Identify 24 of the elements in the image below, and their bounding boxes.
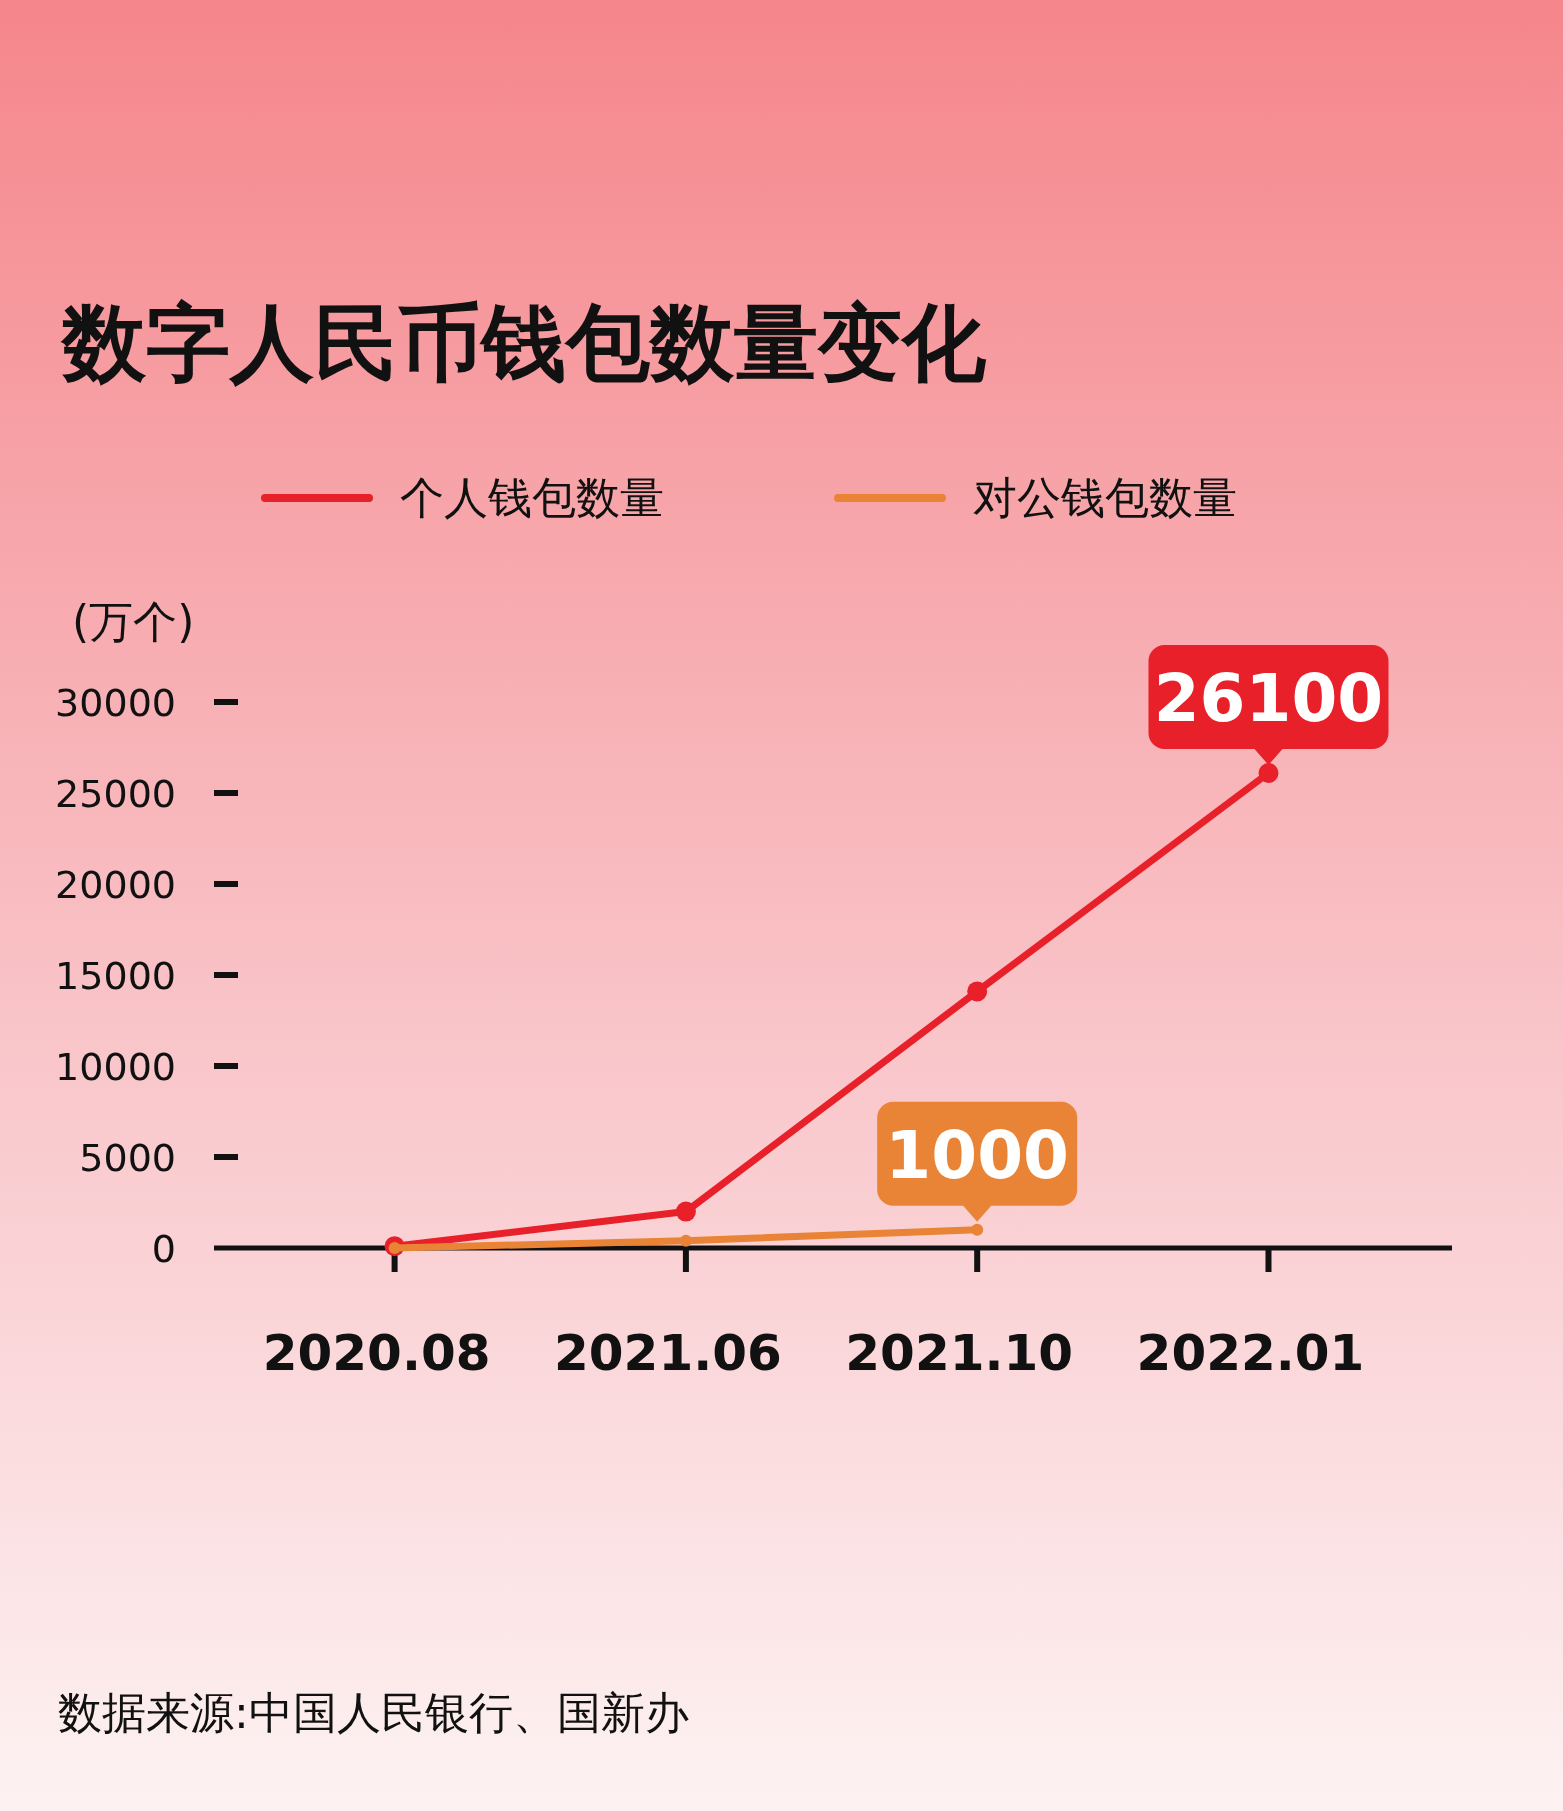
legend-label: 对公钱包数量 (973, 472, 1237, 523)
x-tick-label: 2022.01 (1136, 1324, 1365, 1382)
callout: 1000 (877, 1101, 1078, 1222)
data-label: 26100 (1153, 659, 1384, 737)
x-tick-label: 2020.08 (262, 1324, 491, 1382)
point (675, 1201, 696, 1222)
x-tick-label: 2021.06 (554, 1324, 782, 1382)
point (971, 1223, 984, 1236)
x-tick-label: 2021.10 (845, 1324, 1074, 1382)
y-tick-label: 0 (151, 1227, 176, 1271)
y-tick-label: 10000 (55, 1045, 176, 1089)
data-label: 1000 (885, 1116, 1070, 1194)
callout: 26100 (1148, 645, 1389, 765)
y-tick-label: 5000 (79, 1136, 176, 1180)
point (967, 981, 988, 1002)
y-tick-label: 20000 (55, 863, 176, 907)
y-tick-label: 15000 (55, 954, 176, 998)
chart-title: 数字人民币钱包数量变化 (60, 294, 987, 392)
legend-label: 个人钱包数量 (400, 472, 664, 523)
y-tick-label: 25000 (55, 772, 176, 816)
y-tick-label: 30000 (55, 681, 176, 725)
y-axis-title: (万个) (72, 596, 195, 647)
source-note: 数据来源:中国人民银行、国新办 (58, 1687, 689, 1738)
point (1258, 762, 1279, 783)
